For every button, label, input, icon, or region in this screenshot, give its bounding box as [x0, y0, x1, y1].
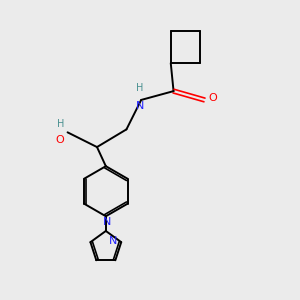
- Text: H: H: [57, 119, 64, 129]
- Text: O: O: [56, 135, 64, 145]
- Text: N: N: [103, 218, 112, 227]
- Text: H: H: [136, 83, 143, 94]
- Text: N: N: [136, 101, 144, 111]
- Text: O: O: [208, 94, 217, 103]
- Text: N: N: [108, 236, 117, 246]
